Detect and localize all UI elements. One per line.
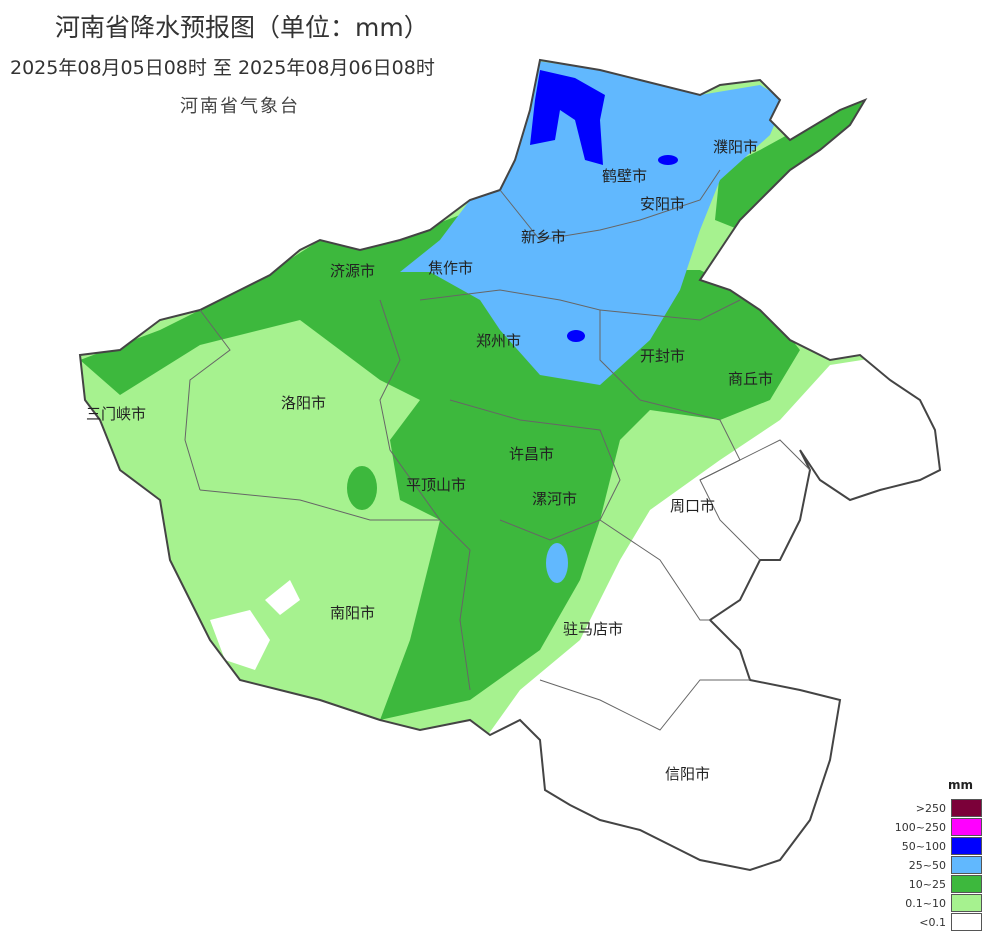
legend-item: 25~50	[886, 856, 982, 874]
issuing-organization: 河南省气象台	[180, 96, 300, 117]
legend-label: 0.1~10	[905, 897, 946, 910]
city-label: 商丘市	[728, 370, 774, 388]
city-label: 洛阳市	[281, 394, 327, 412]
legend-item: 10~25	[886, 875, 982, 893]
city-label: 焦作市	[428, 259, 474, 277]
legend-unit: mm	[948, 778, 974, 792]
legend-swatch	[951, 837, 982, 855]
legend-label: 100~250	[894, 821, 946, 834]
legend-item: >250	[886, 799, 982, 817]
city-label: 安阳市	[640, 195, 686, 213]
legend-swatch	[951, 875, 982, 893]
city-label: 濮阳市	[713, 138, 759, 156]
city-label: 济源市	[330, 262, 376, 280]
legend-swatch	[951, 894, 982, 912]
legend-item: 100~250	[886, 818, 982, 836]
city-label: 鹤壁市	[602, 167, 648, 185]
legend-swatch	[951, 818, 982, 836]
city-label: 三门峡市	[86, 405, 147, 423]
legend-label: 25~50	[908, 859, 946, 872]
legend-swatch	[951, 856, 982, 874]
legend-item: <0.1	[886, 913, 982, 931]
city-label: 漯河市	[532, 490, 578, 508]
legend-label: >250	[915, 802, 946, 815]
city-label: 南阳市	[330, 604, 376, 622]
legend-item: 0.1~10	[886, 894, 982, 912]
city-label: 周口市	[670, 497, 716, 515]
forecast-period: 2025年08月05日08时 至 2025年08月06日08时	[10, 57, 435, 79]
legend-label: <0.1	[919, 916, 946, 929]
city-label: 驻马店市	[563, 620, 624, 638]
zone-below-0.1-spot	[210, 580, 300, 670]
zone-50-100	[530, 70, 605, 165]
zone-50-100-spot	[658, 155, 678, 165]
legend-swatch	[951, 799, 982, 817]
city-label: 郑州市	[476, 332, 522, 350]
zone-50-100-spot	[567, 330, 585, 342]
legend-label: 10~25	[908, 878, 946, 891]
legend-swatch	[951, 913, 982, 931]
city-label: 平顶山市	[406, 476, 467, 494]
map-title: 河南省降水预报图（单位：mm）	[55, 13, 429, 42]
city-label: 开封市	[640, 347, 686, 365]
legend-label: 50~100	[901, 840, 946, 853]
legend-item: 50~100	[886, 837, 982, 855]
city-boundaries	[184, 169, 811, 731]
city-label: 许昌市	[509, 445, 555, 463]
zone-25-50	[400, 60, 785, 385]
zone-10-25-spot	[347, 466, 377, 510]
city-label: 信阳市	[665, 765, 711, 783]
city-label: 新乡市	[521, 228, 567, 246]
zone-10-25-northeast	[715, 95, 870, 230]
zone-25-50-spot	[546, 543, 568, 583]
